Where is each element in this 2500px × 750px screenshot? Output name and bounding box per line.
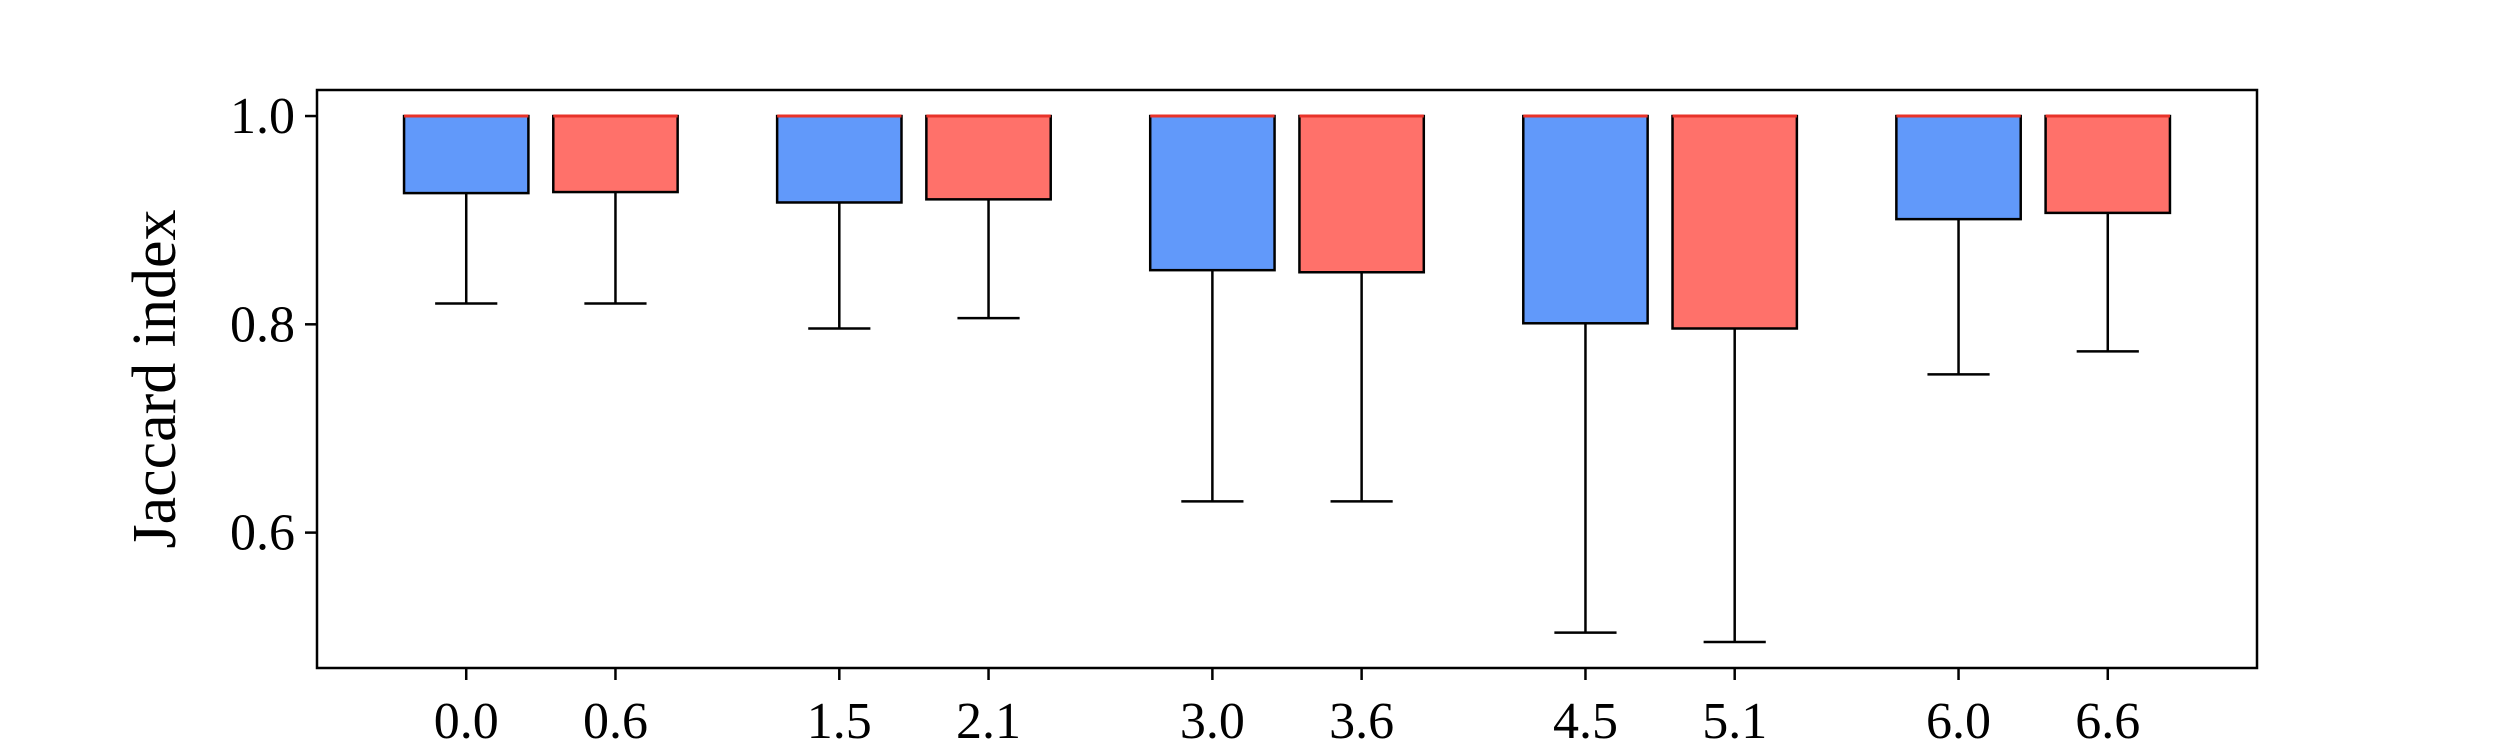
- box-1.5: [775, 114, 903, 330]
- x-tick-label: 2.1: [956, 693, 1021, 750]
- x-tick-label: 4.5: [1553, 693, 1618, 750]
- boxes-layer: [402, 114, 2172, 644]
- y-tick-label: 0.8: [230, 296, 295, 353]
- x-tick-label: 6.0: [1926, 693, 1991, 750]
- x-tick-label: 0.6: [583, 693, 648, 750]
- x-tick-label: 6.6: [2075, 693, 2140, 750]
- plot-frame: [315, 88, 2259, 670]
- y-axis-label: Jaccard index: [121, 209, 189, 548]
- box-body: [1895, 114, 2022, 221]
- box-3.0: [1148, 114, 1276, 503]
- x-tick-label: 3.6: [1329, 693, 1394, 750]
- box-body: [1148, 114, 1276, 272]
- box-3.6: [1298, 114, 1426, 503]
- box-body: [775, 114, 903, 204]
- box-2.1: [925, 114, 1052, 320]
- x-tick-label: 0.0: [434, 693, 499, 750]
- box-body: [1298, 114, 1426, 274]
- box-6.0: [1895, 114, 2022, 376]
- box-5.1: [1671, 114, 1799, 644]
- y-axis: 0.6 0.8 1.0: [230, 88, 317, 562]
- x-tick-label: 1.5: [807, 693, 872, 750]
- box-body: [402, 114, 530, 195]
- y-tick-label: 1.0: [230, 88, 295, 145]
- box-0.0: [402, 114, 530, 305]
- box-body: [552, 114, 679, 194]
- box-4.5: [1522, 114, 1649, 634]
- box-body: [1522, 114, 1649, 325]
- box-body: [2044, 114, 2172, 215]
- box-0.6: [552, 114, 679, 305]
- box-6.6: [2044, 114, 2172, 353]
- x-tick-label: 3.0: [1180, 693, 1245, 750]
- box-body: [925, 114, 1052, 201]
- y-tick-label: 0.6: [230, 505, 295, 562]
- x-tick-label: 5.1: [1702, 693, 1767, 750]
- x-axis: 0.0 0.6 1.5 2.1 3.0 3.6 4.5 5.1 6.0 6.6: [434, 668, 2140, 750]
- box-body: [1671, 114, 1799, 330]
